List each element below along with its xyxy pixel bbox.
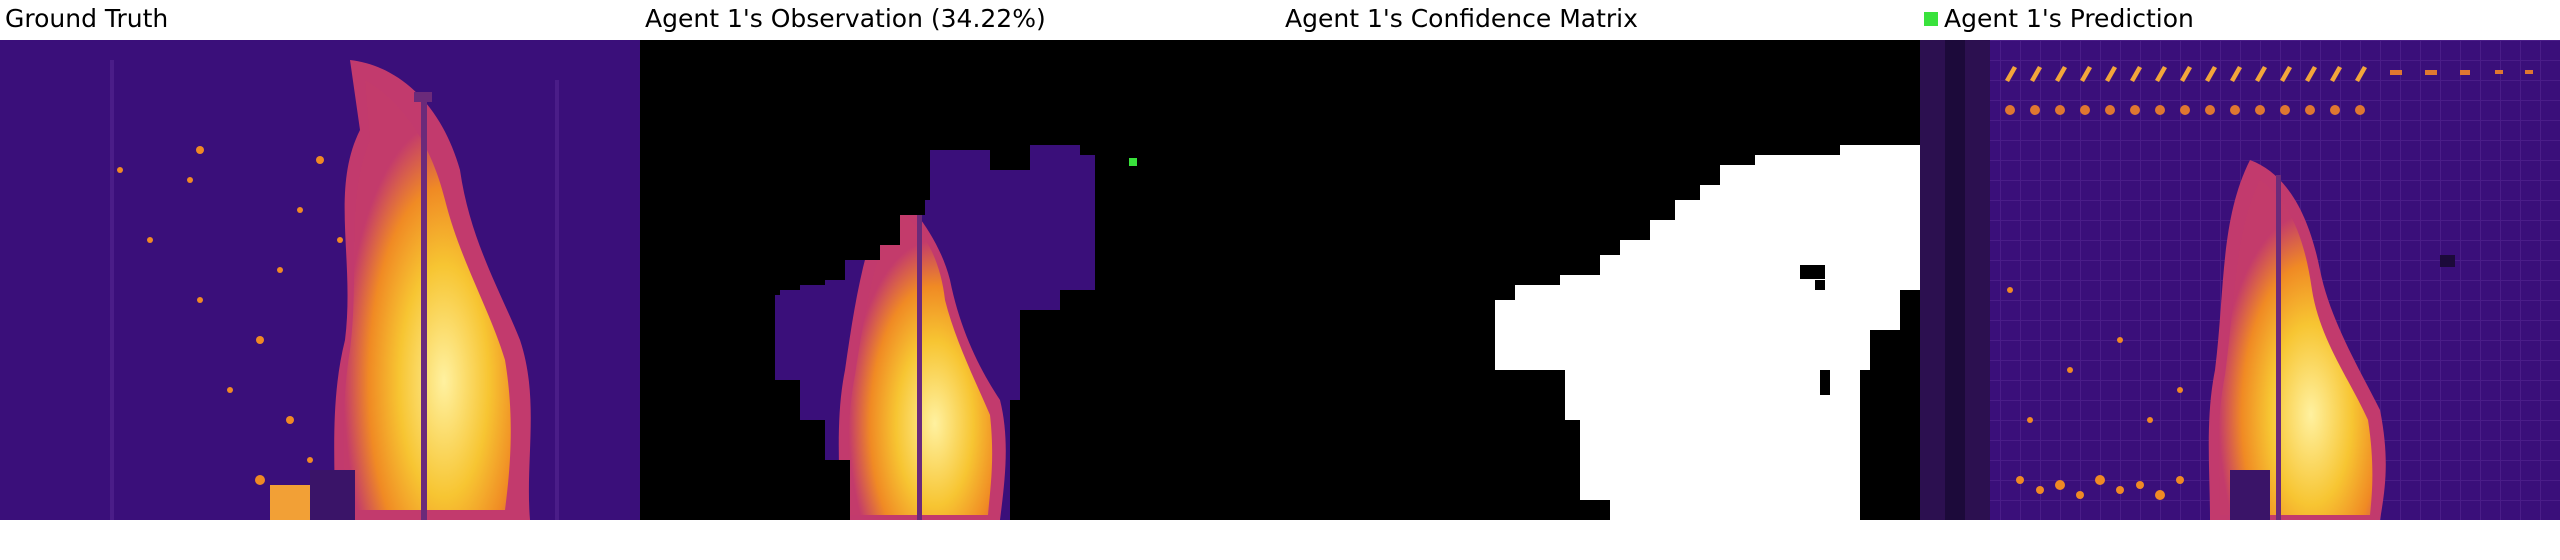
observation-title: Agent 1's Observation (34.22%): [645, 4, 1046, 33]
confidence-title: Agent 1's Confidence Matrix: [1285, 4, 1638, 33]
ground-truth-panel: [0, 40, 640, 520]
prediction-title: Agent 1's Prediction: [1924, 0, 2194, 38]
agent-marker-legend-icon: [1924, 12, 1938, 26]
confidence-panel: [1280, 40, 1920, 520]
agent-marker-icon: [1129, 158, 1137, 166]
observation-panel: [640, 40, 1280, 520]
observation-image: [640, 40, 1280, 520]
ground-truth-title: Ground Truth: [5, 4, 169, 33]
prediction-title-label: Agent 1's Prediction: [1944, 4, 2194, 33]
ground-truth-image: [0, 40, 640, 520]
confidence-matrix-image: [1280, 40, 1920, 520]
prediction-image: [1920, 40, 2560, 520]
prediction-panel: [1920, 40, 2560, 520]
